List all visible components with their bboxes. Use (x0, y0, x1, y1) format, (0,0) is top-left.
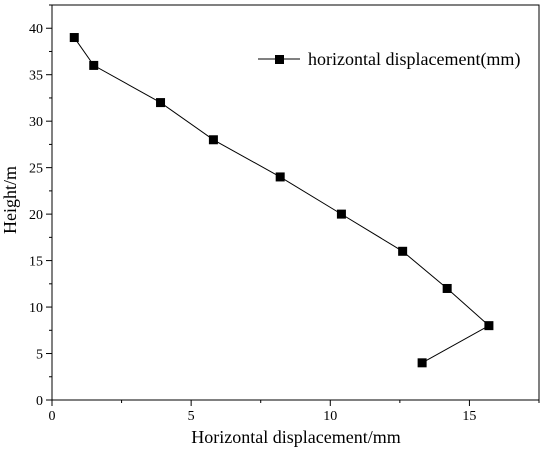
data-point (275, 172, 285, 182)
x-ticks: 0 5 10 15 (49, 400, 540, 424)
y-ticks: 0 5 10 15 20 25 30 35 40 (29, 4, 52, 409)
x-axis-label: Horizontal displacement/mm (191, 427, 400, 447)
y-tick-label: 25 (29, 162, 43, 177)
x-tick-label: 10 (323, 409, 337, 424)
legend-marker (275, 55, 284, 64)
data-point (442, 283, 452, 293)
y-tick-label: 0 (36, 394, 43, 409)
data-point (69, 33, 79, 43)
data-point (484, 321, 494, 331)
y-tick-label: 10 (29, 301, 43, 316)
y-axis-label: Height/m (0, 166, 20, 234)
x-tick-label: 5 (188, 409, 195, 424)
data-point (89, 60, 99, 70)
legend: horizontal displacement(mm) (258, 49, 520, 70)
x-tick-label: 0 (49, 409, 56, 424)
plot-frame (51, 4, 540, 401)
y-tick-label: 5 (36, 348, 43, 363)
data-point (336, 209, 346, 219)
y-tick-label: 30 (29, 115, 43, 130)
y-tick-label: 40 (29, 22, 43, 37)
x-tick-label: 15 (462, 409, 476, 424)
y-tick-label: 20 (29, 208, 43, 223)
series-line (73, 37, 490, 364)
data-point (156, 98, 166, 108)
y-tick-label: 35 (29, 69, 43, 84)
legend-label: horizontal displacement(mm) (308, 49, 520, 70)
data-points (69, 33, 494, 368)
axes (51, 4, 540, 401)
y-tick-label: 15 (29, 255, 43, 270)
data-point (398, 246, 408, 256)
data-point (417, 358, 427, 368)
data-point (208, 135, 218, 145)
